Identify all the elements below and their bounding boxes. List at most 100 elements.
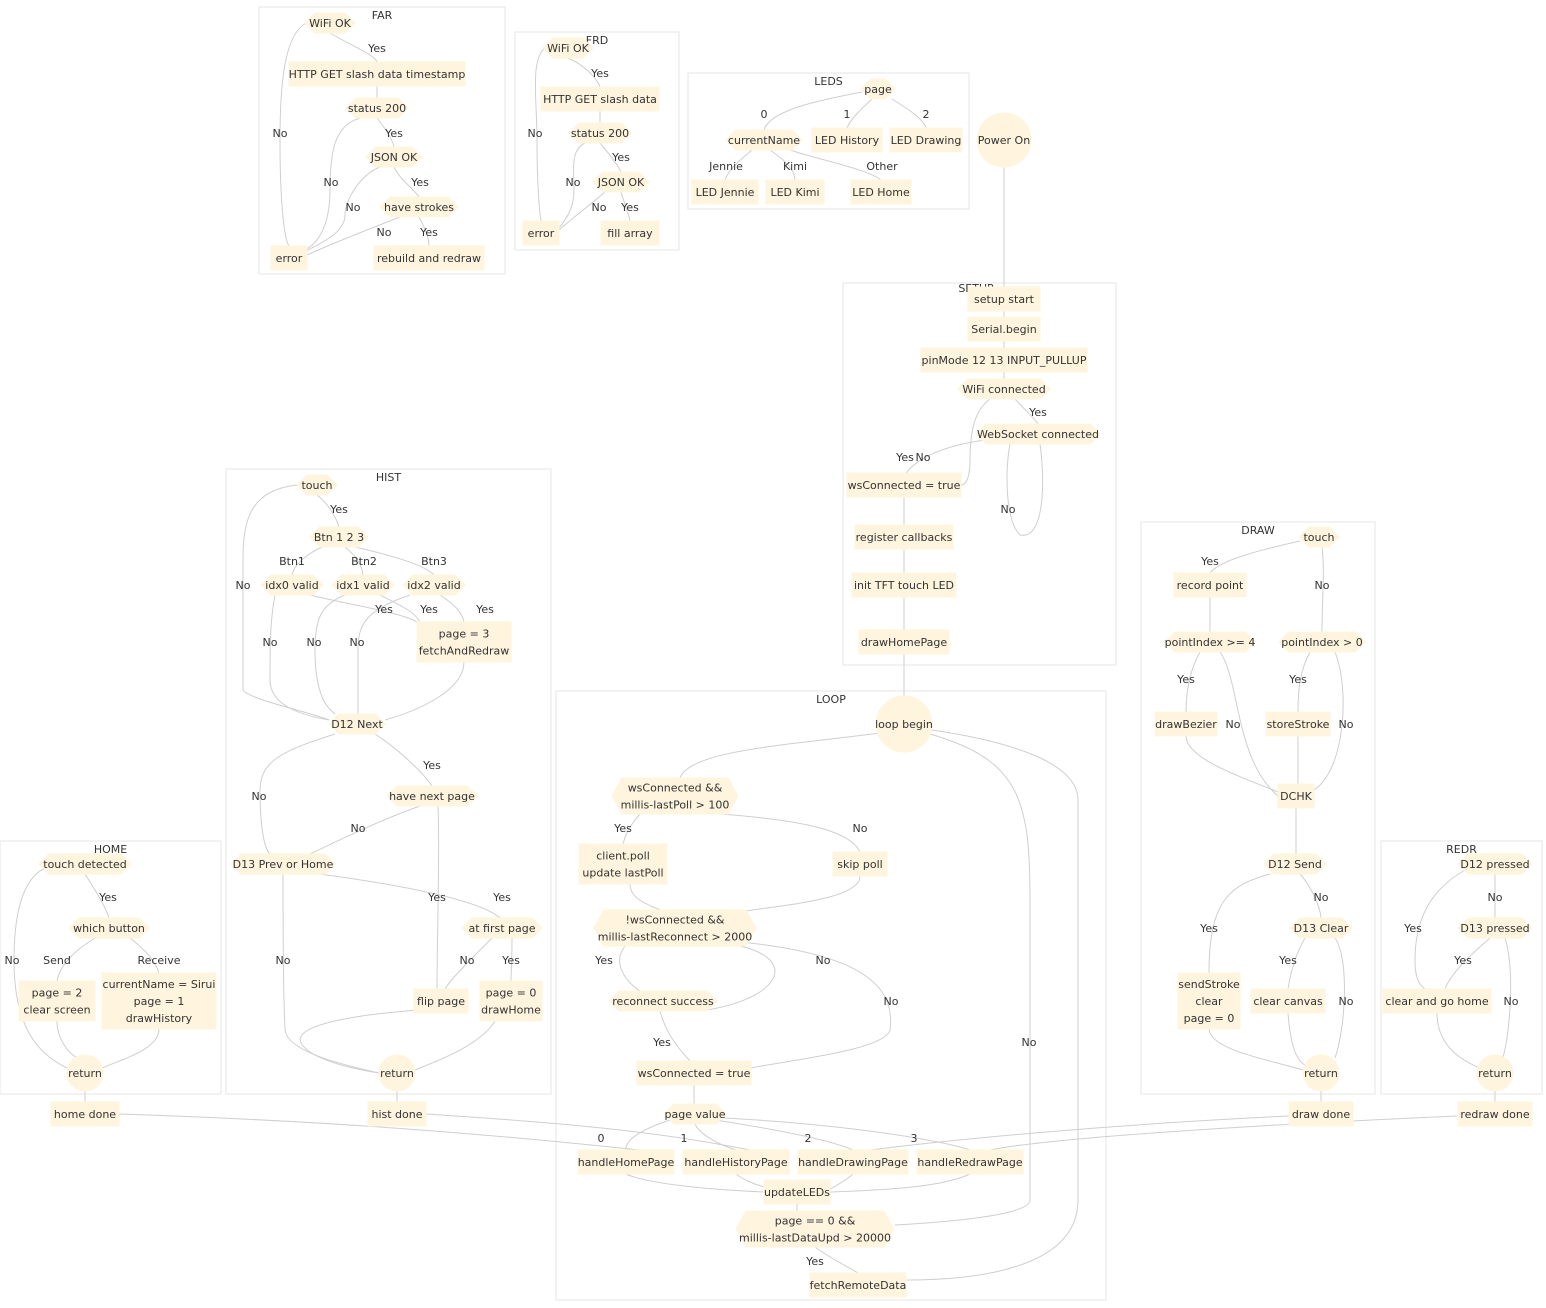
node-pi-gt0[interactable]: pointIndex > 0 <box>1278 631 1366 653</box>
node-hist-page0[interactable]: page = 0 drawHome <box>479 980 543 1022</box>
node-label: touch <box>301 479 332 492</box>
node-draw-home-page[interactable]: drawHomePage <box>858 629 950 655</box>
decision-hexagon <box>379 196 459 218</box>
node-pinmode[interactable]: pinMode 12 13 INPUT_PULLUP <box>920 347 1088 373</box>
node-frd-status[interactable]: status 200 <box>568 122 632 144</box>
node-hist-idx1[interactable]: idx1 valid <box>331 574 395 596</box>
node-draw-done[interactable]: draw done <box>1288 1101 1354 1127</box>
node-far-strokes[interactable]: have strokes <box>379 196 459 218</box>
node-home-done[interactable]: home done <box>50 1101 120 1127</box>
decision-hexagon <box>608 990 718 1012</box>
node-frd-get[interactable]: HTTP GET slash data <box>540 86 660 112</box>
node-leds-page[interactable]: page <box>860 78 896 100</box>
node-ws-conn[interactable]: WebSocket connected <box>975 423 1101 445</box>
node-home-receive[interactable]: currentName = Sirui page = 1 drawHistory <box>101 972 217 1030</box>
node-leds-kimi[interactable]: LED Kimi <box>765 179 825 205</box>
node-update-leds[interactable]: updateLEDs <box>763 1179 831 1205</box>
process-box <box>1250 988 1326 1014</box>
node-h-redraw[interactable]: handleRedrawPage <box>916 1149 1024 1175</box>
node-far-get[interactable]: HTTP GET slash data timestamp <box>288 61 466 87</box>
edge-label: Btn1 <box>279 555 305 568</box>
node-hist-idx0[interactable]: idx0 valid <box>260 574 324 596</box>
node-draw-bezier[interactable]: drawBezier <box>1154 711 1218 737</box>
node-far-json[interactable]: JSON OK <box>365 146 423 168</box>
node-d12-send[interactable]: D12 Send <box>1263 853 1327 875</box>
edge-label: Yes <box>805 1255 824 1268</box>
edge-page_value-to-h_home <box>625 1119 671 1151</box>
node-h-draw[interactable]: handleDrawingPage <box>797 1149 909 1175</box>
node-serial-begin[interactable]: Serial.begin <box>967 316 1041 342</box>
node-power-on[interactable]: Power On <box>976 112 1032 168</box>
node-pi-ge4[interactable]: pointIndex >= 4 <box>1164 631 1256 653</box>
node-hist-done[interactable]: hist done <box>367 1101 427 1127</box>
node-leds-jennie[interactable]: LED Jennie <box>691 179 759 205</box>
node-label: page = 1 <box>134 995 185 1008</box>
node-reconn-cond[interactable]: !wsConnected && millis-lastReconnect > 20… <box>593 909 757 947</box>
node-label: fill array <box>607 227 653 240</box>
node-send-stroke[interactable]: sendStroke clear page = 0 <box>1177 972 1241 1030</box>
node-draw-touch[interactable]: touch <box>1298 526 1340 548</box>
node-hist-first[interactable]: at first page <box>461 917 543 939</box>
node-page0-cond[interactable]: page == 0 && millis-lastDataUpd > 20000 <box>735 1210 895 1248</box>
node-label: handleRedrawPage <box>917 1156 1023 1169</box>
node-ws-true-loop[interactable]: wsConnected = true <box>636 1060 752 1086</box>
node-d13-pressed[interactable]: D13 pressed <box>1457 917 1533 939</box>
node-h-hist[interactable]: handleHistoryPage <box>682 1149 790 1175</box>
node-hist-d13[interactable]: D13 Prev or Home <box>230 853 336 875</box>
node-reg-cb[interactable]: register callbacks <box>854 524 954 550</box>
node-far-error[interactable]: error <box>270 245 308 271</box>
node-hist-return[interactable]: return <box>378 1054 416 1092</box>
node-leds-drawing[interactable]: LED Drawing <box>889 127 963 153</box>
node-clear-go-home[interactable]: clear and go home <box>1382 988 1492 1014</box>
node-wifi-conn[interactable]: WiFi connected <box>957 378 1051 400</box>
node-home-touch[interactable]: touch detected <box>38 853 132 875</box>
node-store-stroke[interactable]: storeStroke <box>1265 711 1331 737</box>
node-hist-idx2[interactable]: idx2 valid <box>402 574 466 596</box>
node-redraw-done[interactable]: redraw done <box>1457 1101 1533 1127</box>
node-client-poll[interactable]: client.poll update lastPoll <box>578 843 668 885</box>
edge-label: No <box>884 995 899 1008</box>
terminal-circle <box>1302 1054 1340 1092</box>
node-leds-home[interactable]: LED Home <box>850 179 912 205</box>
node-dchk[interactable]: DCHK <box>1277 783 1315 809</box>
node-hist-flip[interactable]: flip page <box>413 988 469 1014</box>
node-d12-pressed[interactable]: D12 pressed <box>1457 853 1533 875</box>
process-box <box>682 1149 790 1175</box>
node-record-point[interactable]: record point <box>1173 572 1247 598</box>
node-init-tft[interactable]: init TFT touch LED <box>851 572 957 598</box>
node-leds-current[interactable]: currentName <box>725 129 803 151</box>
node-home-return[interactable]: return <box>66 1054 104 1092</box>
node-redr-return[interactable]: return <box>1476 1054 1514 1092</box>
node-d13-clear[interactable]: D13 Clear <box>1289 917 1353 939</box>
node-hist-touch[interactable]: touch <box>296 474 338 496</box>
node-clear-canvas[interactable]: clear canvas <box>1250 988 1326 1014</box>
edge-label: Yes <box>594 954 613 967</box>
node-label: status 200 <box>571 127 629 140</box>
node-h-home[interactable]: handleHomePage <box>577 1149 675 1175</box>
node-hist-d12[interactable]: D12 Next <box>328 713 386 735</box>
node-which-btn[interactable]: which button <box>68 917 150 939</box>
node-far-status[interactable]: status 200 <box>345 97 409 119</box>
node-ws-true-setup[interactable]: wsConnected = true <box>846 472 962 498</box>
node-frd-wifi[interactable]: WiFi OK <box>542 37 594 59</box>
node-hist-btn[interactable]: Btn 1 2 3 <box>309 526 369 548</box>
node-setup-start[interactable]: setup start <box>967 286 1041 312</box>
node-fetch-remote[interactable]: fetchRemoteData <box>809 1272 907 1298</box>
node-frd-json[interactable]: JSON OK <box>592 171 650 193</box>
edge-label: Yes <box>1199 922 1218 935</box>
node-far-wifi[interactable]: WiFi OK <box>304 12 356 34</box>
node-draw-return[interactable]: return <box>1302 1054 1340 1092</box>
node-home-page2[interactable]: page = 2 clear screen <box>18 980 96 1022</box>
node-frd-fill[interactable]: fill array <box>600 220 660 246</box>
node-reconn-ok[interactable]: reconnect success <box>608 990 718 1012</box>
node-poll-cond[interactable]: wsConnected && millis-lastPoll > 100 <box>611 777 739 815</box>
node-leds-history[interactable]: LED History <box>811 127 883 153</box>
node-skip-poll[interactable]: skip poll <box>832 851 888 877</box>
node-frd-error[interactable]: error <box>522 220 560 246</box>
node-far-rebuild[interactable]: rebuild and redraw <box>373 245 485 271</box>
node-label: which button <box>73 922 145 935</box>
node-loop-begin[interactable]: loop begin <box>875 695 933 753</box>
node-hist-page3[interactable]: page = 3 fetchAndRedraw <box>416 621 512 663</box>
node-hist-next[interactable]: have next page <box>386 785 478 807</box>
node-page-value[interactable]: page value <box>663 1103 727 1125</box>
